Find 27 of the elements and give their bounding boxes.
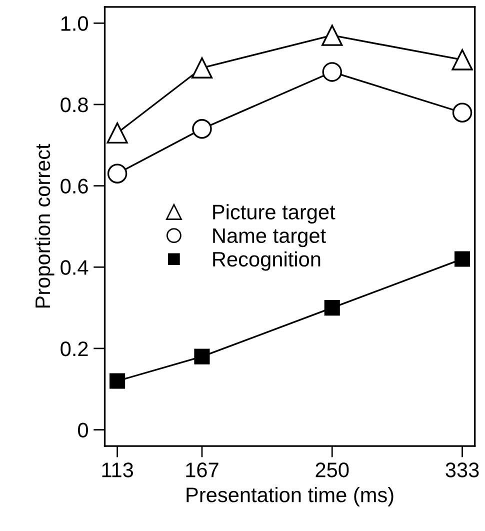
x-axis-title: Presentation time (ms) (186, 486, 394, 506)
point (192, 119, 212, 139)
point (322, 62, 342, 82)
y-tick-label: 0.2 (60, 341, 88, 356)
y-tick-label: 0 (78, 422, 88, 438)
legend-label: Recognition (213, 251, 320, 271)
point (194, 348, 210, 364)
point (452, 49, 473, 70)
point (106, 122, 128, 144)
point (107, 164, 128, 184)
point (454, 251, 470, 267)
point (452, 102, 472, 122)
y-tick-label: 0.8 (60, 97, 88, 112)
y-axis-title: Proportion correct (34, 144, 54, 308)
y-tick-label: 0.6 (60, 178, 88, 194)
point (110, 373, 126, 389)
legend-label: Picture target (213, 204, 336, 224)
y-tick-label: 1.0 (61, 16, 88, 31)
x-tick-label: 167 (186, 462, 218, 478)
legend-label: Name target (213, 228, 326, 248)
point (322, 24, 343, 46)
x-tick-label: 333 (446, 462, 479, 478)
point (191, 57, 213, 78)
point (324, 300, 340, 316)
y-tick-label: 0.4 (60, 260, 88, 275)
x-tick-label: 250 (316, 462, 349, 478)
x-tick-label: 113 (102, 462, 133, 478)
